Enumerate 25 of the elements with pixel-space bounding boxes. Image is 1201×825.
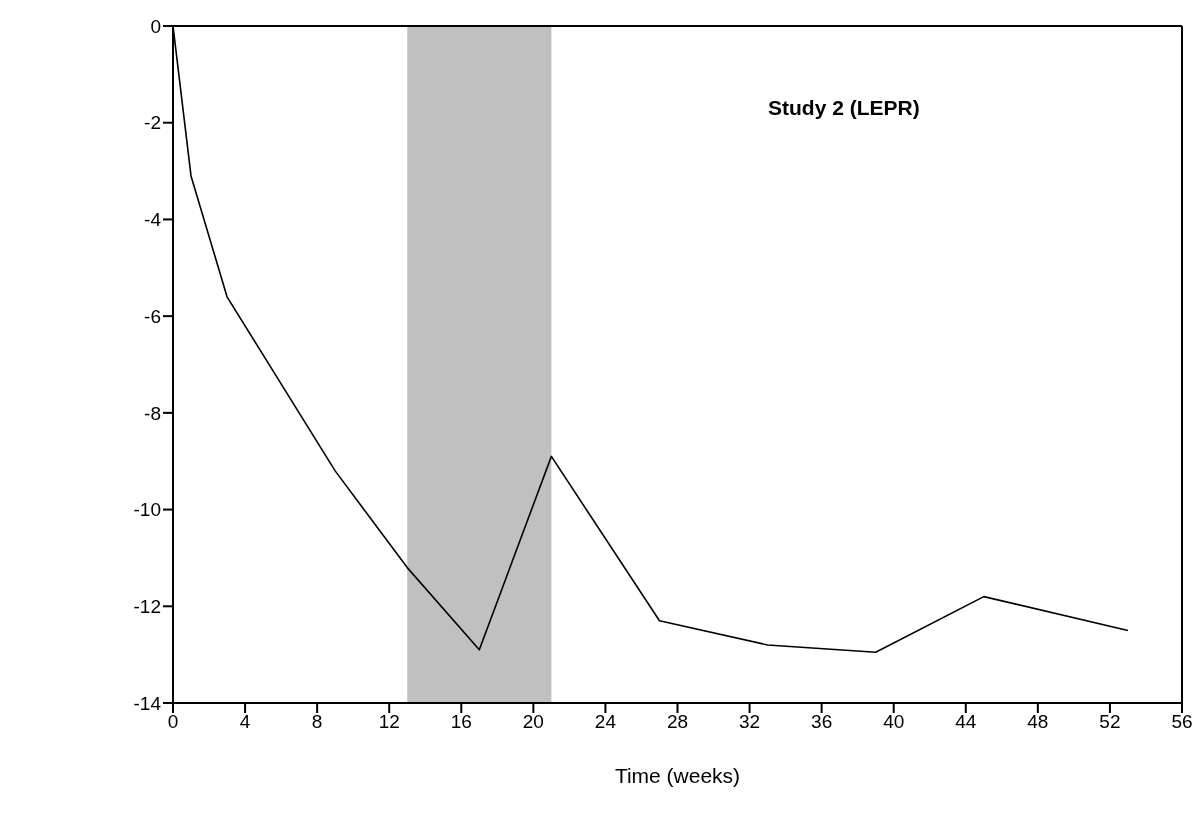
x-tick-label: 12	[378, 711, 400, 733]
y-tick-label: -14	[133, 692, 162, 714]
x-tick-label: 32	[739, 711, 761, 733]
annotation: Study 2 (LEPR)	[768, 96, 920, 120]
x-tick-label: 48	[1027, 711, 1049, 733]
y-tick-label: -8	[144, 402, 161, 424]
y-tick-label: -2	[144, 112, 161, 134]
x-tick-label: 44	[955, 711, 977, 733]
x-tick-label: 4	[239, 711, 251, 733]
x-tick-label: 40	[883, 711, 905, 733]
x-tick-label: 36	[811, 711, 833, 733]
y-tick-label: -6	[144, 305, 161, 327]
x-tick-label: 20	[522, 711, 544, 733]
y-tick-label: -4	[144, 209, 162, 231]
x-axis-title: Time (weeks)	[614, 764, 741, 787]
x-tick-label: 16	[450, 711, 472, 733]
x-tick-label: 28	[666, 711, 689, 733]
y-tick-label: -12	[133, 596, 161, 618]
x-tick-label: 0	[167, 711, 179, 733]
x-tick-label: 24	[594, 711, 617, 733]
x-tick-label: 8	[311, 711, 323, 733]
x-tick-label: 56	[1171, 711, 1193, 733]
x-tick-label: 52	[1099, 711, 1121, 733]
y-tick-label: 0	[150, 15, 161, 37]
y-tick-label: -10	[133, 499, 161, 521]
